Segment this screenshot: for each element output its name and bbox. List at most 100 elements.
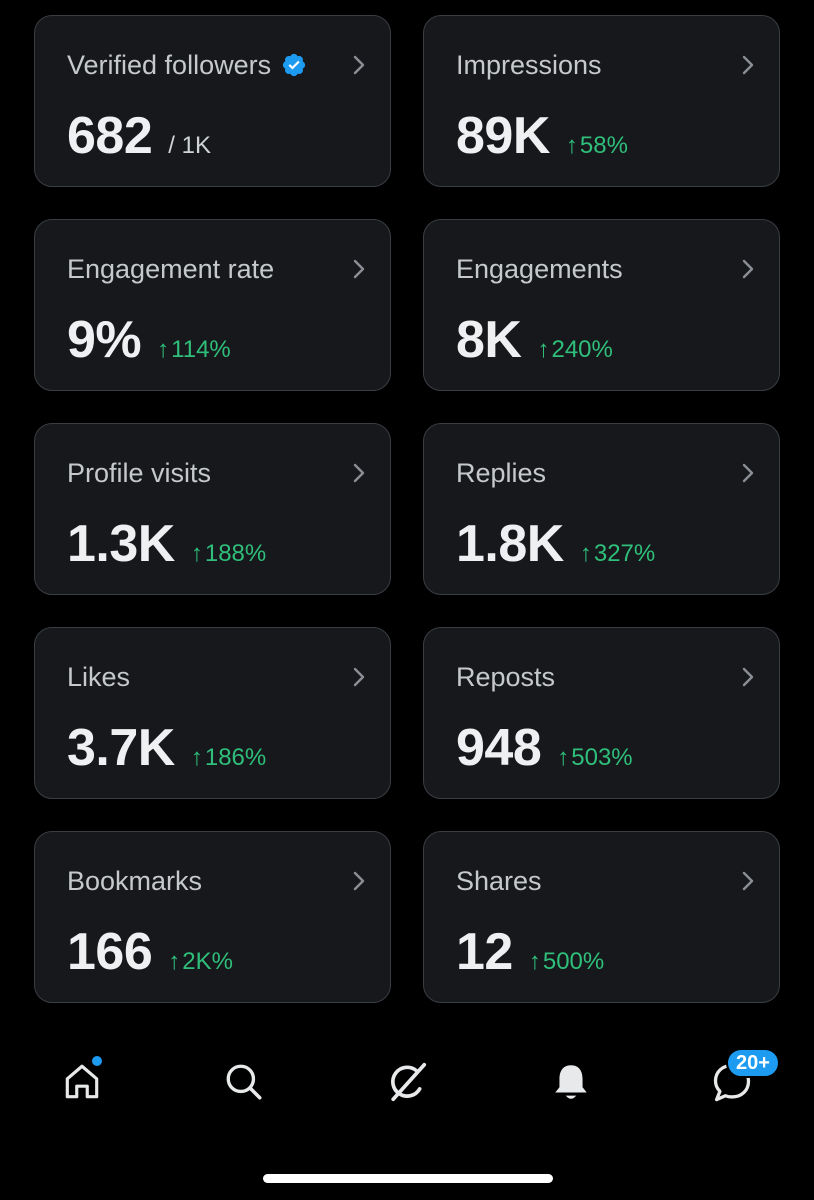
delta-value: 188% (204, 540, 267, 567)
chevron-right-icon (737, 462, 759, 484)
tab-notifications[interactable] (543, 1054, 599, 1110)
card-header: Profile visits (67, 456, 211, 490)
delta-value: 500% (542, 948, 605, 975)
card-engagements[interactable]: Engagements 8K ↑ 240% (423, 219, 780, 391)
arrow-up-icon: ↑ (190, 744, 203, 771)
card-header: Reposts (456, 660, 555, 694)
card-replies[interactable]: Replies 1.8K ↑ 327% (423, 423, 780, 595)
card-header: Bookmarks (67, 864, 202, 898)
card-values: 682 / 1K (67, 106, 211, 166)
card-label: Engagement rate (67, 254, 275, 284)
card-delta: ↑ 500% (529, 948, 604, 976)
arrow-up-icon: ↑ (579, 540, 592, 567)
card-delta: ↑ 188% (191, 540, 266, 568)
card-header: Verified followers (67, 48, 307, 82)
delta-value: 503% (571, 744, 633, 771)
arrow-up-icon: ↑ (168, 948, 181, 975)
card-values: 8K ↑ 240% (456, 310, 613, 370)
card-target: / 1K (168, 132, 211, 159)
card-header: Engagement rate (67, 252, 274, 286)
chevron-right-icon (737, 870, 759, 892)
card-value: 1.3K (67, 515, 175, 573)
grok-icon (384, 1059, 430, 1105)
card-likes[interactable]: Likes 3.7K ↑ 186% (34, 627, 391, 799)
arrow-up-icon: ↑ (190, 540, 203, 567)
card-value: 3.7K (67, 719, 175, 777)
bell-icon (550, 1061, 592, 1103)
messages-badge: 20+ (726, 1048, 780, 1078)
delta-value: 240% (551, 336, 613, 363)
card-delta: ↑ 58% (566, 132, 628, 160)
card-shares[interactable]: Shares 12 ↑ 500% (423, 831, 780, 1003)
card-values: 12 ↑ 500% (456, 922, 604, 982)
arrow-up-icon: ↑ (565, 132, 578, 159)
chevron-right-icon (348, 258, 370, 280)
card-label: Reposts (456, 662, 556, 692)
chevron-right-icon (348, 54, 370, 76)
delta-value: 2K% (182, 948, 233, 975)
card-value: 12 (456, 923, 513, 981)
card-verified-followers[interactable]: Verified followers 682 / 1K (34, 15, 391, 187)
card-label: Impressions (456, 50, 602, 80)
delta-value: 114% (171, 336, 231, 363)
home-indicator (263, 1174, 553, 1183)
chevron-right-icon (737, 54, 759, 76)
card-profile-visits[interactable]: Profile visits 1.3K ↑ 188% (34, 423, 391, 595)
home-icon (61, 1061, 103, 1103)
verified-badge-icon (281, 52, 307, 78)
card-values: 3.7K ↑ 186% (67, 718, 266, 778)
card-values: 1.8K ↑ 327% (456, 514, 655, 574)
card-header: Engagements (456, 252, 623, 286)
card-values: 89K ↑ 58% (456, 106, 628, 166)
chevron-right-icon (737, 666, 759, 688)
card-delta: ↑ 327% (580, 540, 655, 568)
card-value: 166 (67, 923, 153, 981)
card-value: 9% (67, 311, 142, 369)
card-delta: ↑ 114% (157, 336, 231, 364)
card-delta: ↑ 503% (557, 744, 632, 772)
card-label: Profile visits (67, 458, 212, 488)
card-label: Replies (456, 458, 547, 488)
card-engagement-rate[interactable]: Engagement rate 9% ↑ 114% (34, 219, 391, 391)
card-delta: ↑ 2K% (168, 948, 233, 976)
card-header: Likes (67, 660, 130, 694)
card-delta: ↑ 186% (191, 744, 266, 772)
card-value: 682 (67, 107, 153, 165)
arrow-up-icon: ↑ (157, 336, 170, 363)
card-header: Impressions (456, 48, 602, 82)
arrow-up-icon: ↑ (528, 948, 541, 975)
card-reposts[interactable]: Reposts 948 ↑ 503% (423, 627, 780, 799)
home-notification-dot (90, 1054, 104, 1068)
bottom-tab-bar: 20+ (0, 1040, 814, 1130)
card-label: Shares (456, 866, 542, 896)
chevron-right-icon (737, 258, 759, 280)
card-values: 1.3K ↑ 188% (67, 514, 266, 574)
card-value: 89K (456, 107, 550, 165)
card-value: 1.8K (456, 515, 564, 573)
analytics-grid: Verified followers 682 / 1K Impressions … (34, 15, 780, 1003)
card-header: Shares (456, 864, 542, 898)
search-icon (223, 1061, 265, 1103)
chevron-right-icon (348, 462, 370, 484)
card-value: 948 (456, 719, 542, 777)
card-impressions[interactable]: Impressions 89K ↑ 58% (423, 15, 780, 187)
messages-icon (710, 1060, 754, 1104)
card-header: Replies (456, 456, 546, 490)
tab-search[interactable] (216, 1054, 272, 1110)
arrow-up-icon: ↑ (557, 744, 570, 771)
tab-messages[interactable]: 20+ (704, 1048, 780, 1110)
card-label: Engagements (456, 254, 623, 284)
card-value: 8K (456, 311, 522, 369)
chevron-right-icon (348, 870, 370, 892)
card-label: Bookmarks (67, 866, 203, 896)
tab-grok[interactable] (379, 1054, 435, 1110)
card-label: Likes (67, 662, 131, 692)
chevron-right-icon (348, 666, 370, 688)
tab-home[interactable] (54, 1054, 110, 1110)
arrow-up-icon: ↑ (537, 336, 550, 363)
card-bookmarks[interactable]: Bookmarks 166 ↑ 2K% (34, 831, 391, 1003)
card-delta: ↑ 240% (537, 336, 612, 364)
delta-value: 327% (593, 540, 656, 567)
delta-value: 186% (204, 744, 267, 771)
card-values: 9% ↑ 114% (67, 310, 231, 370)
